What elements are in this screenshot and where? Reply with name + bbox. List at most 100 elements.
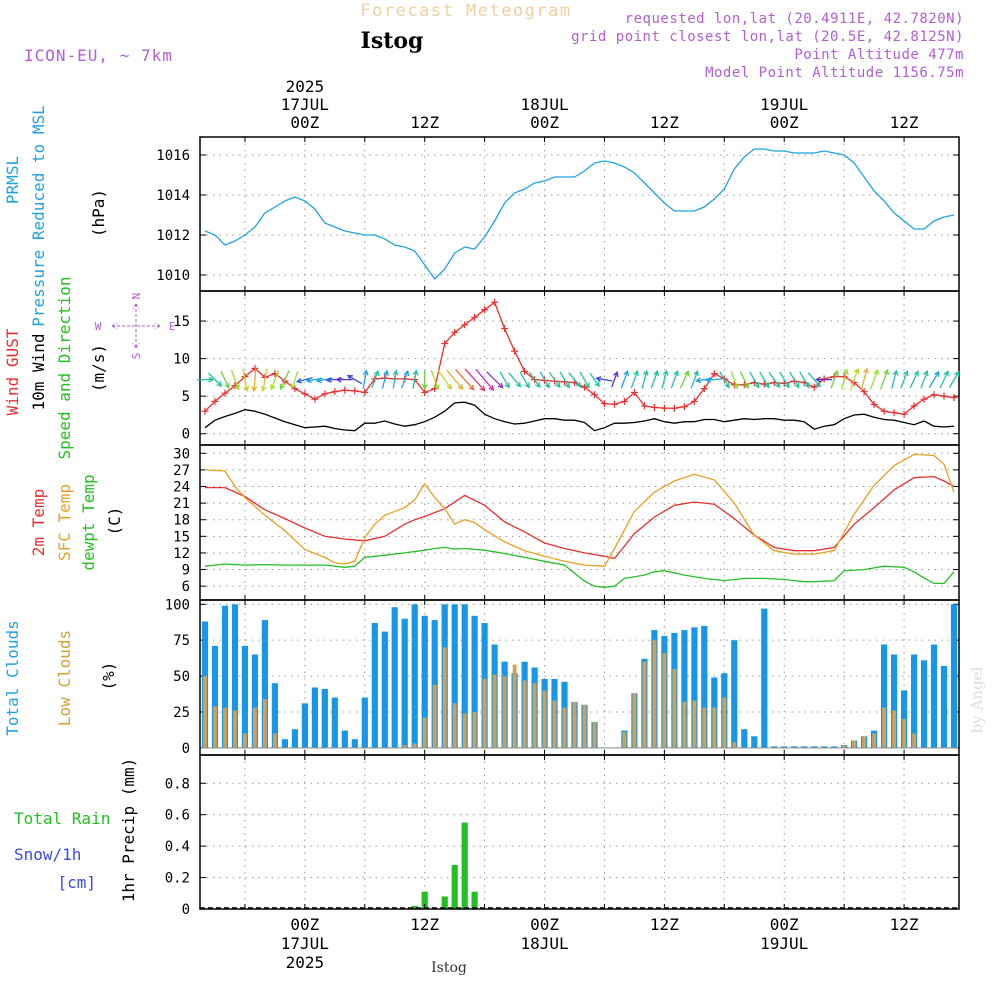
bar-low-clouds bbox=[542, 690, 547, 748]
y-tick-label: 1014 bbox=[156, 188, 190, 204]
bar-low-clouds bbox=[842, 745, 847, 748]
panel-clouds: 0 25 50 75 100 bbox=[165, 597, 960, 757]
wind-direction-arrows bbox=[197, 367, 960, 393]
wind-arrow bbox=[519, 371, 530, 389]
bar-low-clouds bbox=[512, 664, 517, 748]
bar-total-clouds bbox=[881, 644, 888, 748]
panel-label: Total Clouds bbox=[3, 620, 22, 736]
y-tick-label: 24 bbox=[173, 480, 190, 496]
gust-point bbox=[211, 397, 219, 405]
bar-total-clouds bbox=[351, 739, 358, 748]
bottom-time-label: 12Z bbox=[410, 915, 439, 934]
top-time-label: 2025 bbox=[286, 77, 325, 96]
y-tick-label: 18 bbox=[173, 513, 190, 529]
gust-point bbox=[640, 402, 648, 410]
precip-legend-label: Total Rain bbox=[14, 809, 110, 828]
wind-arrow bbox=[679, 370, 690, 389]
gust-point bbox=[900, 410, 908, 418]
wind-arrow bbox=[920, 369, 929, 389]
panel-label: Pressure Reduced to MSL bbox=[29, 105, 48, 327]
wind-arrow bbox=[464, 368, 486, 392]
compass-letter: S bbox=[130, 353, 143, 360]
wind-arrow bbox=[508, 372, 522, 388]
gust-point bbox=[860, 388, 868, 396]
wind-arrow bbox=[690, 369, 699, 389]
bar-total-clouds bbox=[940, 666, 948, 748]
top-time-label: 00Z bbox=[770, 113, 799, 132]
y-tick-label: 12 bbox=[173, 546, 190, 562]
wind-arrow bbox=[208, 372, 223, 388]
y-tick-label: 15 bbox=[173, 314, 190, 330]
wind-arrow bbox=[197, 376, 215, 383]
wind-arrow bbox=[371, 369, 380, 389]
footer-station: Istog bbox=[431, 960, 467, 976]
y-tick-label: 0.6 bbox=[165, 808, 190, 824]
bar-total-rain bbox=[441, 896, 448, 909]
gust-point bbox=[630, 388, 638, 396]
y-tick-label: 0 bbox=[182, 902, 190, 918]
gust-point bbox=[441, 340, 449, 348]
bar-total-clouds bbox=[271, 683, 278, 748]
gust-point bbox=[620, 397, 628, 405]
gust-point bbox=[670, 404, 678, 412]
wind-arrow bbox=[230, 369, 240, 391]
bar-total-clouds bbox=[221, 605, 229, 748]
bar-total-clouds bbox=[801, 746, 808, 748]
gust-point bbox=[700, 385, 708, 393]
bar-total-clouds bbox=[821, 746, 828, 748]
gust-point bbox=[251, 364, 259, 372]
wind-arrow bbox=[650, 369, 659, 389]
bar-low-clouds bbox=[852, 740, 856, 748]
bar-total-clouds bbox=[381, 631, 388, 748]
series-line-2m Temp bbox=[205, 475, 955, 560]
panel-label: 2m Temp bbox=[29, 489, 48, 556]
y-tick-label: 75 bbox=[173, 633, 190, 649]
wind-arrow bbox=[595, 376, 613, 382]
y-tick-label: 5 bbox=[182, 389, 190, 405]
panel-label: SFC Temp bbox=[55, 484, 74, 561]
bar-total-rain bbox=[451, 865, 458, 909]
gust-point bbox=[311, 395, 319, 403]
y-tick-label: 50 bbox=[173, 669, 190, 685]
bar-total-clouds bbox=[451, 604, 458, 748]
wind-arrow bbox=[437, 370, 452, 391]
gust-point bbox=[710, 370, 718, 378]
bar-low-clouds bbox=[412, 743, 417, 748]
gust-point bbox=[580, 383, 588, 391]
bar-total-clouds bbox=[771, 746, 778, 748]
panel-label: (hPa) bbox=[89, 189, 108, 237]
gust-point bbox=[660, 404, 668, 412]
bar-total-clouds bbox=[431, 620, 438, 748]
wind-arrow bbox=[279, 370, 290, 391]
wind-arrow bbox=[840, 368, 849, 390]
series-line-pressure bbox=[204, 148, 955, 281]
bar-total-rain bbox=[461, 822, 468, 909]
y-tick-label: 0.8 bbox=[165, 776, 190, 792]
bar-low-clouds bbox=[442, 647, 447, 748]
gust-point bbox=[920, 395, 928, 403]
bar-low-clouds bbox=[592, 722, 597, 748]
bar-total-clouds bbox=[691, 627, 698, 748]
bar-low-clouds bbox=[712, 707, 717, 748]
bar-low-clouds bbox=[572, 701, 577, 748]
panel-wind: 0 5 10 15 bbox=[173, 290, 960, 446]
bar-total-clouds bbox=[341, 730, 348, 748]
top-time-label: 17JUL bbox=[281, 95, 329, 114]
wind-arrow bbox=[528, 371, 541, 389]
compass-letter: E bbox=[169, 320, 176, 333]
chart-panels: 1010101210141016051015691215182124273002… bbox=[156, 136, 960, 918]
wind-arrow bbox=[948, 370, 960, 388]
gust-point bbox=[451, 328, 459, 336]
gust-point bbox=[590, 391, 598, 399]
wind-arrow bbox=[789, 371, 800, 389]
y-tick-label: 0.2 bbox=[165, 871, 190, 887]
bar-total-clouds bbox=[361, 697, 368, 748]
bar-total-clouds bbox=[731, 640, 738, 748]
bar-low-clouds bbox=[432, 684, 437, 748]
bar-total-clouds bbox=[301, 703, 308, 748]
bar-total-clouds bbox=[231, 604, 239, 748]
panel-label: (C) bbox=[105, 507, 124, 536]
gust-point bbox=[361, 388, 369, 396]
